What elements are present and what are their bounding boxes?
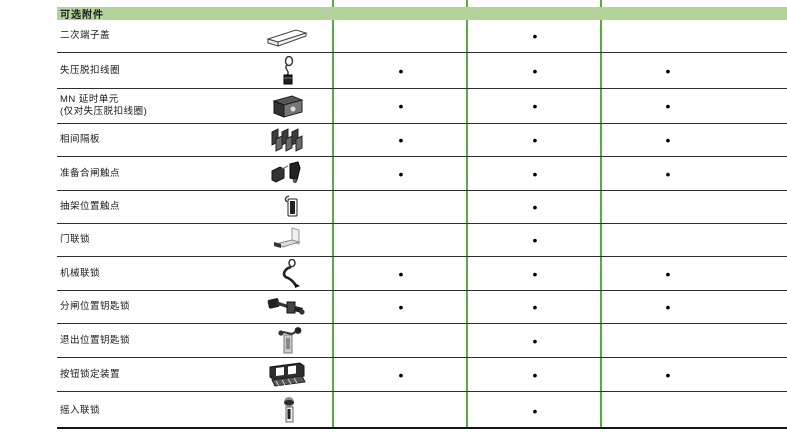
availability-cell <box>656 20 680 52</box>
availability-cell: • <box>665 62 671 79</box>
availability-cell: • <box>532 366 538 383</box>
undervoltage-release-coil-image <box>255 53 317 88</box>
availability-cell: • <box>532 165 538 182</box>
mn-delay-unit-image <box>255 89 317 123</box>
availability-cell: • <box>398 132 404 148</box>
accessory-label: 按钮锁定装置 <box>60 368 121 380</box>
availability-cell <box>656 324 680 357</box>
accessory-label: 失压脱扣线圈 <box>60 64 121 76</box>
availability-cell: • <box>398 366 404 383</box>
column-divider <box>466 0 468 428</box>
column-divider <box>332 0 334 428</box>
table-row: 分闸位置钥匙锁 • • • <box>57 291 787 324</box>
availability-cell <box>389 224 413 256</box>
mechanical-interlock-image <box>255 257 317 290</box>
accessory-label: 抽架位置触点 <box>60 201 121 212</box>
availability-cell <box>656 191 680 223</box>
table-row: MN 延时单元 (仅对失压脱扣线圈) • • • <box>57 89 787 124</box>
open-position-keylock-image <box>255 291 317 323</box>
availability-cell: • <box>665 299 671 315</box>
accessories-table: 二次端子盖 • 失压脱扣线圈 • • • MN 延时单元 (仅对失压脱扣线圈) •… <box>57 20 787 429</box>
phase-barrier-image <box>255 124 317 156</box>
terminal-cover-image <box>255 20 317 52</box>
accessory-label: 退出位置钥匙锁 <box>60 334 131 346</box>
table-row: 摇入联锁 • <box>57 392 787 429</box>
availability-cell: • <box>665 132 671 148</box>
availability-cell: • <box>398 299 404 315</box>
accessory-label: 摇入联锁 <box>60 404 101 416</box>
table-row: 按钮锁定装置 • • • <box>57 358 787 392</box>
column-divider <box>600 0 602 428</box>
availability-cell <box>389 324 413 357</box>
accessory-label: 相间隔板 <box>60 134 101 145</box>
availability-cell <box>656 392 680 429</box>
table-row: 失压脱扣线圈 • • • <box>57 53 787 89</box>
table-row: 退出位置钥匙锁 • <box>57 324 787 358</box>
accessory-label: 分闸位置钥匙锁 <box>60 301 131 312</box>
availability-cell <box>389 20 413 52</box>
availability-cell <box>389 191 413 223</box>
availability-cell: • <box>665 265 671 282</box>
table-row: 抽架位置触点 • <box>57 191 787 224</box>
table-row: 相间隔板 • • • <box>57 124 787 157</box>
pushbutton-locking-device-image <box>255 358 317 391</box>
section-header-band: 可选附件 <box>57 7 787 21</box>
accessory-label: 准备合闸触点 <box>60 167 121 179</box>
accessory-label: 机械联锁 <box>60 267 101 279</box>
racking-interlock-image <box>255 392 317 429</box>
door-interlock-image <box>255 224 317 256</box>
availability-cell: • <box>532 199 538 215</box>
availability-cell: • <box>398 165 404 182</box>
table-row: 机械联锁 • • • <box>57 257 787 291</box>
availability-cell: • <box>532 62 538 79</box>
availability-cell: • <box>532 402 538 419</box>
table-row: 门联锁 • <box>57 224 787 257</box>
availability-cell <box>656 224 680 256</box>
cradle-position-contact-image <box>255 191 317 223</box>
availability-cell: • <box>532 28 538 44</box>
accessory-label: 二次端子盖 <box>60 30 111 41</box>
availability-cell: • <box>398 98 404 114</box>
availability-cell: • <box>532 98 538 114</box>
accessory-label: MN 延时单元 (仅对失压脱扣线圈) <box>60 94 148 117</box>
accessory-label: 门联锁 <box>60 234 91 245</box>
section-header-title: 可选附件 <box>60 10 104 21</box>
table-row: 准备合闸触点 • • • <box>57 157 787 191</box>
availability-cell: • <box>665 366 671 383</box>
availability-cell: • <box>398 62 404 79</box>
availability-cell: • <box>532 332 538 349</box>
withdrawn-position-keylock-image <box>255 324 317 357</box>
availability-cell: • <box>665 98 671 114</box>
availability-cell: • <box>398 265 404 282</box>
table-bottom-border <box>57 427 787 429</box>
table-row: 二次端子盖 • <box>57 20 787 53</box>
availability-cell <box>389 392 413 429</box>
availability-cell: • <box>532 232 538 248</box>
availability-cell: • <box>532 132 538 148</box>
availability-cell: • <box>665 165 671 182</box>
availability-cell: • <box>532 265 538 282</box>
ready-to-close-contact-image <box>255 157 317 190</box>
availability-cell: • <box>532 299 538 315</box>
